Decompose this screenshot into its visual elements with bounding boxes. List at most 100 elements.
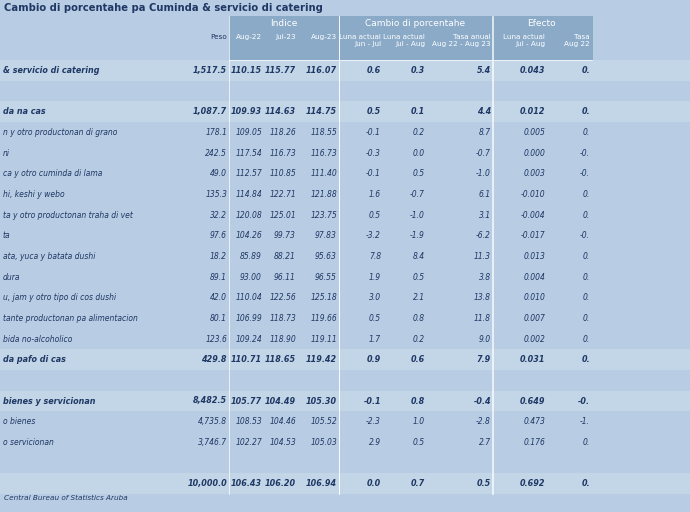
Text: 109.24: 109.24 — [235, 334, 262, 344]
Text: 120.08: 120.08 — [235, 210, 262, 220]
Text: 1,087.7: 1,087.7 — [193, 107, 227, 116]
Text: 3,746.7: 3,746.7 — [198, 438, 227, 447]
Text: ca y otro cuminda di lama: ca y otro cuminda di lama — [3, 169, 102, 178]
Text: 110.04: 110.04 — [235, 293, 262, 302]
Text: n y otro productonan di grano: n y otro productonan di grano — [3, 128, 117, 137]
Text: 178.1: 178.1 — [205, 128, 227, 137]
Text: 114.75: 114.75 — [306, 107, 337, 116]
Bar — [0, 60, 690, 81]
Text: 0.0: 0.0 — [413, 148, 425, 158]
Text: 0.6: 0.6 — [411, 355, 425, 364]
Text: 0.5: 0.5 — [413, 169, 425, 178]
Text: -0.1: -0.1 — [366, 128, 381, 137]
Text: ta: ta — [3, 231, 10, 240]
Text: Tasa
Aug 22: Tasa Aug 22 — [564, 34, 590, 47]
Text: 11.8: 11.8 — [474, 314, 491, 323]
Text: 1.7: 1.7 — [369, 334, 381, 344]
Text: 1,517.5: 1,517.5 — [193, 66, 227, 75]
Text: 8,482.5: 8,482.5 — [193, 396, 227, 406]
Bar — [0, 225, 690, 246]
Text: 0.: 0. — [583, 190, 590, 199]
Text: 121.88: 121.88 — [310, 190, 337, 199]
Text: 4.4: 4.4 — [477, 107, 491, 116]
Bar — [492, 16, 593, 60]
Text: -0.010: -0.010 — [520, 190, 545, 199]
Text: 123.6: 123.6 — [205, 334, 227, 344]
Text: -2.8: -2.8 — [476, 417, 491, 426]
Text: 105.30: 105.30 — [306, 396, 337, 406]
Bar — [0, 163, 690, 184]
Text: 106.20: 106.20 — [265, 479, 296, 488]
Text: 123.75: 123.75 — [310, 210, 337, 220]
Text: 0.: 0. — [583, 272, 590, 282]
Bar — [0, 349, 690, 370]
Text: 0.0: 0.0 — [367, 479, 381, 488]
Text: 80.1: 80.1 — [210, 314, 227, 323]
Text: 0.003: 0.003 — [523, 169, 545, 178]
Text: 3.8: 3.8 — [479, 272, 491, 282]
Text: -0.: -0. — [578, 396, 590, 406]
Text: 112.57: 112.57 — [235, 169, 262, 178]
Text: -1.: -1. — [580, 417, 590, 426]
Text: -0.: -0. — [580, 148, 590, 158]
Text: 5.4: 5.4 — [477, 66, 491, 75]
Text: 0.013: 0.013 — [523, 252, 545, 261]
Text: 42.0: 42.0 — [210, 293, 227, 302]
Text: 0.002: 0.002 — [523, 334, 545, 344]
Text: 0.: 0. — [583, 314, 590, 323]
Text: 0.: 0. — [582, 107, 590, 116]
Text: 0.176: 0.176 — [523, 438, 545, 447]
Text: -2.3: -2.3 — [366, 417, 381, 426]
Text: 0.004: 0.004 — [523, 272, 545, 282]
Text: 106.94: 106.94 — [306, 479, 337, 488]
Bar — [0, 143, 690, 163]
Text: 0.5: 0.5 — [369, 314, 381, 323]
Text: 104.49: 104.49 — [265, 396, 296, 406]
Text: 116.73: 116.73 — [269, 148, 296, 158]
Text: 0.: 0. — [582, 355, 590, 364]
Text: Aug-22: Aug-22 — [236, 34, 262, 40]
Text: 109.93: 109.93 — [231, 107, 262, 116]
Text: 88.21: 88.21 — [274, 252, 296, 261]
Bar — [0, 205, 690, 225]
Text: 18.2: 18.2 — [210, 252, 227, 261]
Text: 85.89: 85.89 — [240, 252, 262, 261]
Bar — [0, 184, 690, 205]
Bar — [0, 453, 690, 473]
Text: Efecto: Efecto — [527, 19, 556, 28]
Text: 119.11: 119.11 — [310, 334, 337, 344]
Text: 0.5: 0.5 — [413, 272, 425, 282]
Text: 135.3: 135.3 — [205, 190, 227, 199]
Text: -0.7: -0.7 — [476, 148, 491, 158]
Text: 122.56: 122.56 — [269, 293, 296, 302]
Text: 110.15: 110.15 — [231, 66, 262, 75]
Text: 102.27: 102.27 — [235, 438, 262, 447]
Text: 97.6: 97.6 — [210, 231, 227, 240]
Text: hi, keshi y webo: hi, keshi y webo — [3, 190, 65, 199]
Text: da pafo di cas: da pafo di cas — [3, 355, 66, 364]
Text: 1.0: 1.0 — [413, 417, 425, 426]
Text: da na cas: da na cas — [3, 107, 46, 116]
Text: 125.01: 125.01 — [269, 210, 296, 220]
Text: 119.66: 119.66 — [310, 314, 337, 323]
Bar — [229, 16, 340, 60]
Text: u, jam y otro tipo di cos dushi: u, jam y otro tipo di cos dushi — [3, 293, 116, 302]
Bar — [0, 411, 690, 432]
Text: 0.: 0. — [583, 293, 590, 302]
Text: 0.2: 0.2 — [413, 128, 425, 137]
Text: 89.1: 89.1 — [210, 272, 227, 282]
Text: 1.6: 1.6 — [369, 190, 381, 199]
Text: Aug-23: Aug-23 — [311, 34, 337, 40]
Text: 0.5: 0.5 — [413, 438, 425, 447]
Text: 125.18: 125.18 — [310, 293, 337, 302]
Text: bienes y servicionan: bienes y servicionan — [3, 396, 95, 406]
Text: 110.85: 110.85 — [269, 169, 296, 178]
Text: 0.3: 0.3 — [411, 66, 425, 75]
Text: 8.7: 8.7 — [479, 128, 491, 137]
Text: 11.3: 11.3 — [474, 252, 491, 261]
Bar — [0, 370, 690, 391]
Text: 96.55: 96.55 — [315, 272, 337, 282]
Bar — [0, 81, 690, 101]
Text: 108.53: 108.53 — [235, 417, 262, 426]
Text: Cambio di porcentahe: Cambio di porcentahe — [366, 19, 466, 28]
